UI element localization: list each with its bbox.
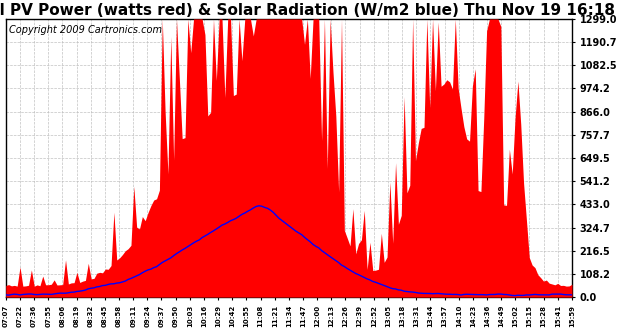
Title: Total PV Power (watts red) & Solar Radiation (W/m2 blue) Thu Nov 19 16:18: Total PV Power (watts red) & Solar Radia…: [0, 3, 615, 18]
Text: Copyright 2009 Cartronics.com: Copyright 2009 Cartronics.com: [9, 24, 162, 35]
